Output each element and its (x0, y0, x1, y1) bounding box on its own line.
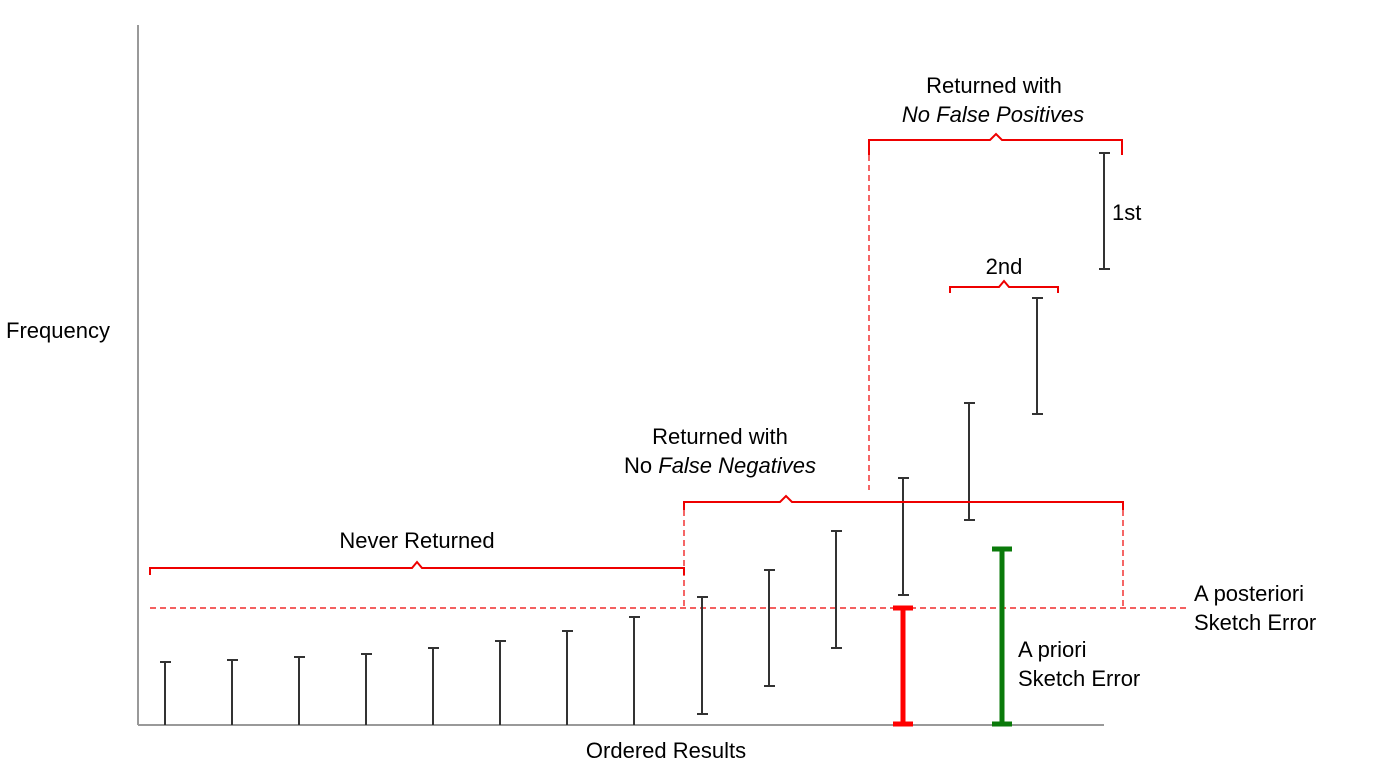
a-posteriori-label-line2: Sketch Error (1194, 610, 1316, 635)
error-bar-11 (831, 530, 842, 649)
no-false-positives-label-line1: Returned with (926, 73, 1062, 98)
no-false-negatives-bracket (683, 494, 1124, 510)
error-bars (160, 152, 1110, 725)
error-bar-14 (1032, 297, 1043, 415)
a-priori-label-line1: A priori (1018, 637, 1086, 662)
second-bracket (949, 279, 1059, 293)
first-rank-label: 1st (1112, 200, 1141, 225)
y-axis-label: Frequency (6, 318, 110, 343)
never-returned-label: Never Returned (339, 528, 494, 553)
error-bar-10 (764, 569, 775, 687)
a-posteriori-label-line1: A posteriori (1194, 581, 1304, 606)
error-bar-5 (428, 647, 439, 725)
error-bar-6 (495, 640, 506, 725)
error-bar-4 (361, 653, 372, 725)
no-false-negatives-label-line1: Returned with (652, 424, 788, 449)
error-bar-7 (562, 630, 573, 725)
a-priori-error-bar (992, 546, 1012, 727)
no-false-positives-bracket (868, 132, 1123, 155)
error-bar-9 (697, 596, 708, 715)
x-axis-label: Ordered Results (586, 738, 746, 763)
error-bar-3 (294, 656, 305, 725)
error-bar-13 (964, 402, 975, 521)
second-rank-label: 2nd (986, 254, 1023, 279)
a-priori-label-line2: Sketch Error (1018, 666, 1140, 691)
error-bar-15 (1099, 152, 1110, 270)
brackets (149, 132, 1124, 575)
error-bar-8 (629, 616, 640, 725)
error-bar-12 (898, 477, 909, 596)
error-bar-1 (160, 661, 171, 725)
no-false-negatives-label-line2: No False Negatives (624, 453, 816, 478)
never-returned-bracket (149, 560, 685, 575)
no-false-positives-label-line2: No False Positives (902, 102, 1084, 127)
a-posteriori-error-bar (893, 605, 913, 727)
error-bar-2 (227, 659, 238, 725)
